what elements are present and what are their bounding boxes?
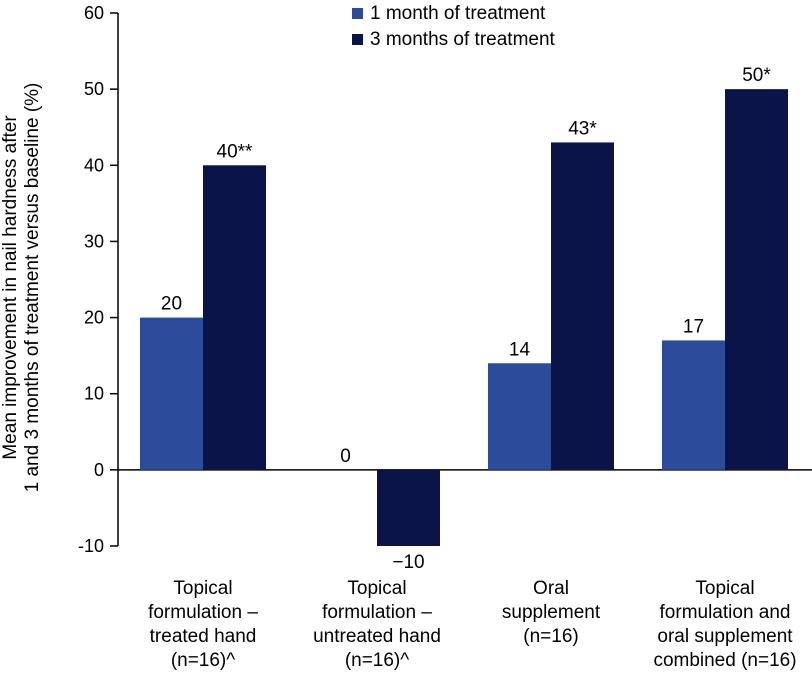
bar-3-months bbox=[725, 89, 788, 470]
x-category-label-line: (n=16)^ bbox=[170, 650, 236, 671]
bar-1-month bbox=[662, 340, 725, 470]
data-label: 40** bbox=[217, 141, 254, 162]
x-category-label-line: Oral bbox=[533, 578, 569, 599]
data-label: 14 bbox=[509, 339, 531, 360]
y-axis: 60 50 40 30 20 10 0 -10 bbox=[78, 3, 812, 556]
y-tick-label: 0 bbox=[94, 460, 104, 480]
bar-3-months bbox=[551, 142, 614, 470]
x-category-label-line: oral supplement bbox=[657, 626, 793, 647]
data-label: 20 bbox=[161, 294, 182, 315]
y-tick-label: 20 bbox=[84, 308, 104, 328]
x-category-label-line: formulation – bbox=[148, 602, 258, 623]
legend-swatch bbox=[352, 8, 363, 19]
legend-swatch bbox=[352, 34, 363, 45]
y-tick-label: 10 bbox=[84, 384, 104, 404]
bar-3-months bbox=[377, 469, 440, 546]
bar-3-months bbox=[203, 165, 266, 470]
bar-1-month bbox=[488, 363, 551, 470]
data-label: 43* bbox=[568, 118, 597, 139]
y-tick-label: 50 bbox=[84, 79, 104, 99]
x-category-label-line: Topical bbox=[347, 578, 407, 599]
bars bbox=[140, 89, 788, 546]
x-category-label-line: (n=16) bbox=[523, 626, 579, 647]
y-tick-label: 40 bbox=[84, 155, 104, 175]
x-category-label-line: formulation – bbox=[322, 602, 432, 623]
legend-label: 3 months of treatment bbox=[370, 29, 556, 50]
x-category-label-line: supplement bbox=[501, 602, 601, 623]
y-axis-title-line: Mean improvement in nail hardness after bbox=[0, 115, 21, 460]
x-category-label-line: combined (n=16) bbox=[653, 650, 797, 671]
legend-label: 1 month of treatment bbox=[370, 3, 546, 24]
y-tick-label: 60 bbox=[84, 3, 104, 23]
legend: 1 month of treatment 3 months of treatmen… bbox=[352, 3, 556, 50]
data-label: 17 bbox=[683, 316, 704, 337]
x-category-label-line: formulation and bbox=[659, 602, 791, 623]
x-category-label-line: (n=16)^ bbox=[344, 650, 410, 671]
x-category-label: Topical formulation – treated hand (n=16)^ bbox=[113, 577, 293, 673]
data-label: 50* bbox=[742, 65, 771, 86]
bar-1-month bbox=[140, 317, 203, 470]
x-category-label-line: Topical bbox=[695, 578, 755, 599]
data-label: 0 bbox=[340, 446, 351, 467]
y-axis-title-line: 1 and 3 months of treatment versus basel… bbox=[22, 83, 43, 493]
x-category-label: Oral supplement (n=16) bbox=[461, 577, 641, 649]
x-category-label: Topical formulation and oral supplement com… bbox=[635, 577, 812, 673]
x-category-label: Topical formulation – untreated hand (n=16)… bbox=[287, 577, 467, 673]
x-category-label-line: Topical bbox=[173, 578, 233, 599]
data-label: −10 bbox=[392, 552, 424, 573]
x-category-label-line: untreated hand bbox=[313, 626, 441, 647]
y-tick-label: 30 bbox=[84, 231, 104, 251]
y-axis-label: Mean improvement in nail hardness after 1… bbox=[0, 83, 43, 493]
x-category-label-line: treated hand bbox=[149, 626, 257, 647]
data-labels: 20 40** 0 −10 14 43* 17 50* bbox=[161, 65, 771, 573]
y-tick-label: -10 bbox=[78, 536, 104, 556]
